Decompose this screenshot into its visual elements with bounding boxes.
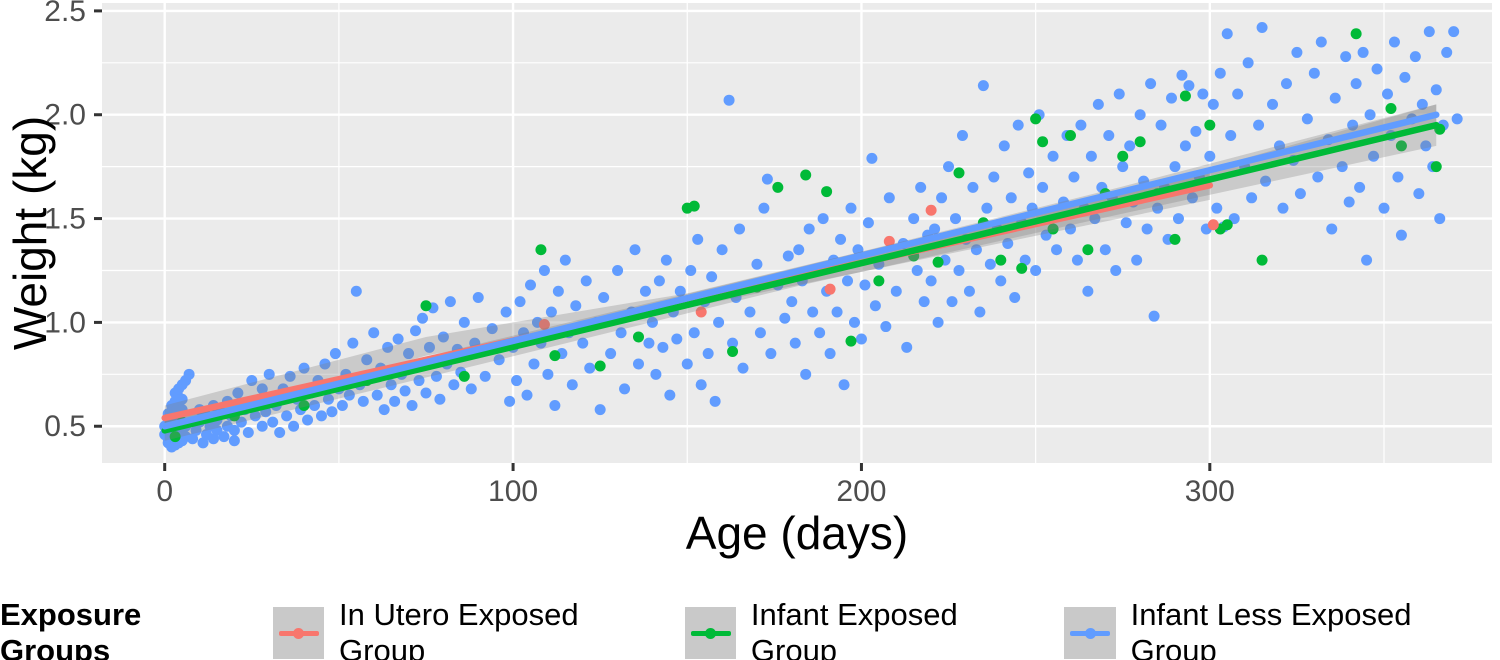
legend-label-infant-exposed: Infant Exposed Group — [750, 597, 958, 660]
axis-ticks: 0 100 200 300 0.5 1.0 1.5 2.0 2.5 — [44, 0, 1235, 508]
scatter-plot-canvas: 0 100 200 300 0.5 1.0 1.5 2.0 2.5 — [44, 0, 1492, 508]
legend-label-in-utero: In Utero Exposed Group — [339, 597, 579, 660]
legend-key-swatch-in-utero — [272, 607, 325, 659]
svg-text:0: 0 — [156, 475, 173, 508]
x-axis-title: Age (days) — [685, 507, 909, 559]
svg-text:1.5: 1.5 — [44, 203, 86, 236]
legend-item-infant-exposed: Infant Exposed Group — [684, 597, 1048, 660]
legend-item-in-utero-exposed: In Utero Exposed Group — [272, 597, 668, 660]
point-glyph — [1084, 627, 1096, 639]
svg-text:2.5: 2.5 — [44, 0, 86, 28]
legend-label-infant-less-exposed: Infant Less Exposed Group — [1130, 597, 1412, 660]
legend-item-infant-less-exposed: Infant Less Exposed Group — [1064, 597, 1500, 660]
legend-key-swatch-infant-less-exposed — [1064, 607, 1116, 659]
legend: Exposure Groups In Utero Exposed Group I… — [0, 597, 1500, 660]
point-glyph — [293, 627, 305, 639]
svg-text:300: 300 — [1185, 475, 1235, 508]
gridlines — [102, 3, 1492, 463]
points-0 — [538, 204, 1219, 330]
svg-text:100: 100 — [488, 475, 538, 508]
svg-text:2.0: 2.0 — [44, 99, 86, 132]
legend-title: Exposure Groups — [0, 597, 142, 660]
svg-text:0.5: 0.5 — [44, 410, 86, 443]
svg-text:1.0: 1.0 — [44, 306, 86, 339]
y-axis-title: Weight (kg) — [4, 115, 56, 351]
legend-key-swatch-infant-exposed — [684, 607, 736, 659]
point-glyph — [705, 627, 717, 639]
trend-lines — [161, 111, 1440, 434]
svg-text:200: 200 — [836, 475, 886, 508]
